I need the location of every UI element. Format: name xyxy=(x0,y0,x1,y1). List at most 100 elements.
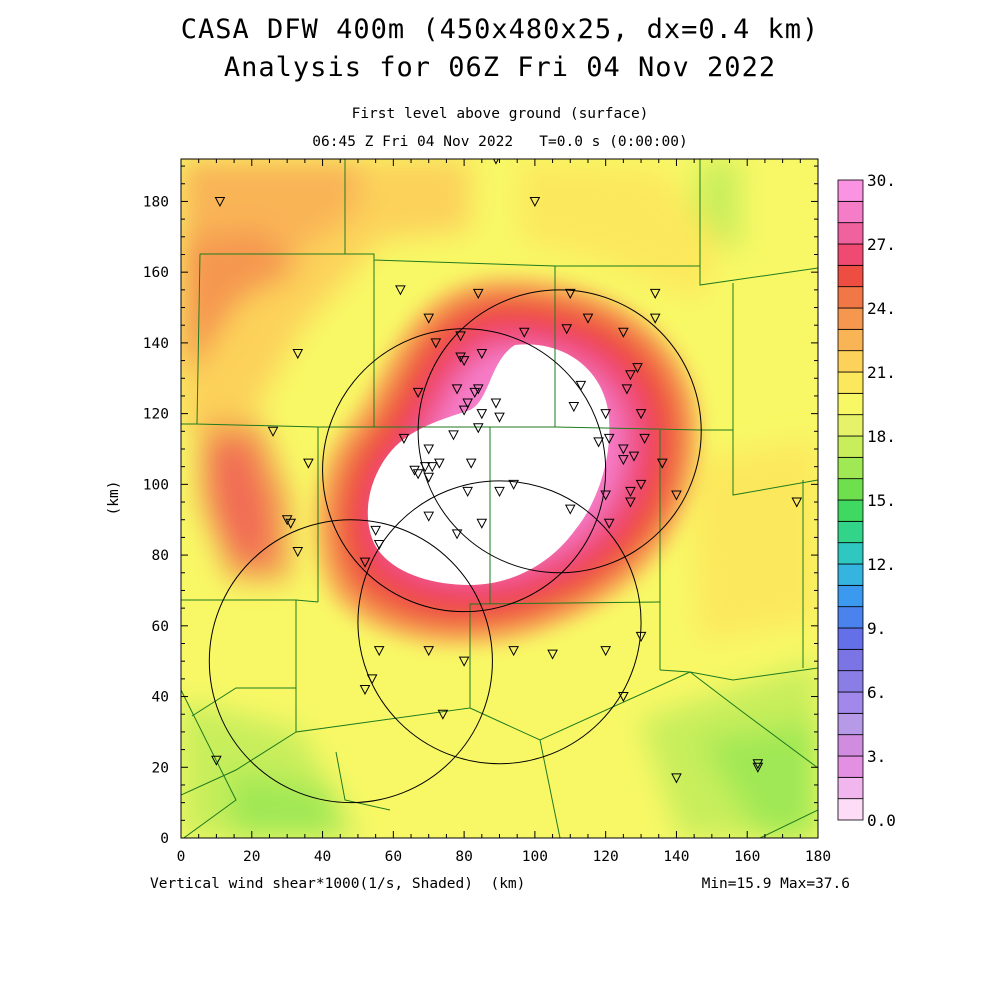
station-marker xyxy=(618,444,629,455)
station-marker xyxy=(476,409,488,420)
field-description: Vertical wind shear*1000(1/s, Shaded) (k… xyxy=(150,876,526,892)
y-tick-label: 160 xyxy=(143,265,169,281)
station-marker xyxy=(455,352,466,363)
colorbar-swatch xyxy=(837,712,864,736)
colorbar-swatch xyxy=(837,286,864,309)
station-marker xyxy=(395,285,406,296)
station-marker xyxy=(649,288,661,299)
chart-title-line1: CASA DFW 400m (450x480x25, dx=0.4 km) xyxy=(180,14,820,45)
y-tick-label: 40 xyxy=(152,690,169,706)
station-marker xyxy=(303,458,314,469)
station-marker xyxy=(359,557,371,568)
colorbar-label: 9. xyxy=(867,619,886,638)
station-marker xyxy=(423,313,435,324)
station-marker xyxy=(618,692,629,703)
station-marker xyxy=(373,646,385,657)
x-tick-label: 180 xyxy=(805,849,831,865)
colorbar-label: 27. xyxy=(867,235,896,254)
station-marker xyxy=(490,398,502,409)
colorbar-label: 15. xyxy=(867,491,896,510)
station-marker xyxy=(423,444,435,455)
x-tick-label: 100 xyxy=(522,849,548,865)
station-marker xyxy=(593,437,604,448)
colorbar-swatch xyxy=(837,392,864,416)
x-tick-label: 60 xyxy=(385,849,402,865)
y-tick-label: 0 xyxy=(160,831,169,847)
station-marker xyxy=(211,755,222,766)
county-boundaries xyxy=(181,159,818,838)
colorbar-swatch xyxy=(837,222,864,245)
station-marker xyxy=(472,288,484,299)
colorbar-swatch xyxy=(837,371,864,394)
station-marker xyxy=(423,646,435,657)
station-marker xyxy=(462,398,473,409)
station-marker xyxy=(409,465,420,476)
colorbar-label: 0.0 xyxy=(867,811,896,830)
station-marker xyxy=(494,412,505,423)
colorbar: 0.0 3. 6. 9. 12. 15. 18. 21. 24. 27. 30. xyxy=(837,171,896,830)
station-marker xyxy=(412,469,424,480)
station-marker xyxy=(575,380,587,391)
radar-ring-4 xyxy=(208,519,493,804)
y-tick-label: 180 xyxy=(143,194,169,210)
colorbar-swatch xyxy=(837,456,864,480)
station-marker xyxy=(462,486,473,497)
station-marker xyxy=(366,674,378,685)
station-marker xyxy=(426,462,438,473)
station-marker xyxy=(465,458,477,469)
station-markers xyxy=(211,159,803,784)
station-marker xyxy=(267,426,279,437)
colorbar-swatch xyxy=(837,264,864,288)
station-marker xyxy=(281,515,293,526)
colorbar-swatch xyxy=(837,414,864,437)
colorbar-label: 18. xyxy=(867,427,896,446)
y-tick-label: 60 xyxy=(152,619,169,635)
station-marker xyxy=(508,646,519,657)
colorbar-swatch xyxy=(837,563,864,586)
station-marker xyxy=(635,631,647,642)
colorbar-swatch xyxy=(837,200,864,224)
x-tick-label: 160 xyxy=(734,849,760,865)
colorbar-label: 6. xyxy=(867,683,886,702)
x-tick-label: 20 xyxy=(243,849,260,865)
station-marker xyxy=(398,433,410,444)
station-marker xyxy=(529,196,541,208)
colorbar-swatch xyxy=(837,734,864,757)
station-marker xyxy=(564,288,576,299)
chart-subtitle-time: 06:45 Z Fri 04 Nov 2022 T=0.0 s (0:00:00… xyxy=(312,134,688,150)
field-min-max: Min=15.9 Max=37.6 xyxy=(701,876,850,892)
station-marker xyxy=(635,409,647,420)
station-marker xyxy=(373,539,385,551)
y-axis-label: (km) xyxy=(106,481,122,516)
station-marker xyxy=(600,409,611,420)
station-marker xyxy=(423,511,435,522)
station-marker xyxy=(561,324,573,335)
colorbar-swatch xyxy=(837,798,864,821)
colorbar-swatch xyxy=(837,670,864,693)
station-marker xyxy=(423,472,435,483)
station-marker xyxy=(600,646,611,657)
colorbar-swatch xyxy=(837,243,864,266)
station-marker xyxy=(469,387,481,398)
y-tick-label: 120 xyxy=(143,407,169,423)
x-tick-label: 0 xyxy=(177,849,186,865)
station-marker xyxy=(451,384,463,395)
station-marker xyxy=(292,349,304,360)
station-marker xyxy=(455,331,466,342)
station-marker xyxy=(752,759,764,770)
station-marker xyxy=(214,196,226,208)
station-marker xyxy=(625,497,636,508)
radar-ring-3 xyxy=(357,480,642,765)
colorbar-swatch xyxy=(837,499,864,522)
colorbar-swatch xyxy=(837,542,864,565)
station-marker xyxy=(437,709,449,720)
station-marker xyxy=(359,684,371,696)
station-marker xyxy=(752,762,764,773)
colorbar-swatch xyxy=(837,350,864,373)
station-marker xyxy=(494,486,505,497)
colorbar-label: 12. xyxy=(867,555,896,574)
colorbar-swatch xyxy=(837,627,864,650)
station-marker xyxy=(448,430,459,441)
x-tick-label: 120 xyxy=(593,849,619,865)
echo-core xyxy=(367,344,610,585)
